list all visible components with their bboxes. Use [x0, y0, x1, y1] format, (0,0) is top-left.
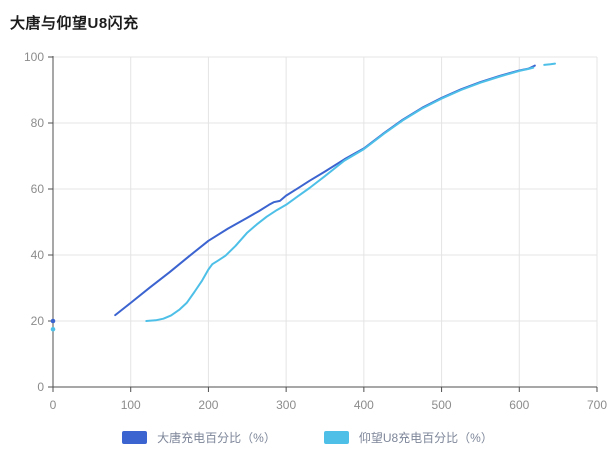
series-point-0: [50, 318, 56, 324]
x-tick-label: 100: [121, 398, 141, 412]
y-tick-label: 80: [31, 116, 45, 130]
x-tick-label: 200: [198, 398, 218, 412]
y-tick-label: 100: [24, 50, 44, 64]
y-tick-label: 40: [31, 248, 45, 262]
x-tick-label: 300: [276, 398, 296, 412]
y-tick-label: 60: [31, 182, 45, 196]
legend-item-datang[interactable]: 大唐充电百分比（%）: [122, 429, 276, 446]
x-tick-label: 400: [354, 398, 374, 412]
y-tick-label: 20: [31, 314, 45, 328]
y-tick-label: 0: [37, 380, 44, 394]
x-tick-label: 0: [50, 398, 57, 412]
x-tick-label: 500: [432, 398, 452, 412]
chart-title: 大唐与仰望U8闪充: [10, 15, 139, 32]
legend-label-yangwang: 仰望U8充电百分比（%）: [358, 431, 493, 445]
line-chart-canvas[interactable]: 0 20 40 60 80 100 0 100 200 300 400 500 600 700: [0, 0, 615, 430]
series-line-0: [114, 64, 536, 317]
legend-label-datang: 大唐充电百分比（%）: [157, 431, 276, 445]
series-line-1: [543, 62, 556, 66]
x-tick-label: 600: [509, 398, 529, 412]
series-line-1: [145, 66, 535, 322]
legend-swatch-datang: [122, 431, 148, 444]
legend-item-yangwang[interactable]: 仰望U8充电百分比（%）: [323, 429, 493, 446]
legend-swatch-yangwang: [323, 431, 349, 444]
chart-legend: 大唐充电百分比（%） 仰望U8充电百分比（%）: [0, 429, 615, 446]
series-point-1: [50, 326, 56, 332]
x-tick-label: 700: [587, 398, 607, 412]
